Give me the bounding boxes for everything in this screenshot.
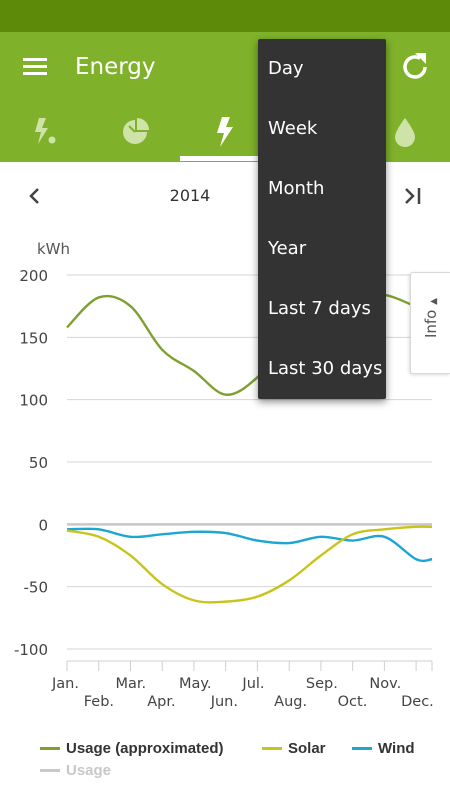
hamburger-menu-button[interactable] (16, 52, 54, 82)
pie-chart-icon (123, 118, 149, 144)
x-tick-label: Oct. (338, 694, 368, 710)
legend-swatch (352, 747, 372, 750)
legend-label: Usage (66, 762, 112, 779)
chevron-left-icon (29, 188, 39, 204)
series-line-solar (66, 525, 433, 604)
tab-lightning[interactable] (180, 102, 270, 162)
info-tab[interactable]: Info ▲ (410, 272, 450, 374)
x-tick-label: Aug. (274, 694, 307, 710)
series-line-wind (66, 527, 433, 563)
menu-item-last-30-days[interactable]: Last 30 days (268, 358, 383, 379)
tab-pie-chart[interactable] (90, 102, 180, 162)
y-tick-label: 200 (19, 267, 48, 285)
y-tick-label: 0 (38, 516, 48, 534)
lightning-icon (217, 117, 233, 147)
refresh-icon (403, 53, 427, 79)
power-usage-icon (35, 118, 56, 144)
legend-swatch (262, 747, 282, 750)
period-dropdown-menu: Day Week Month Year Last 7 days Last 30 … (258, 39, 386, 399)
x-tick-label: Apr. (147, 694, 175, 710)
tab-power-usage[interactable] (0, 102, 90, 162)
x-tick-label: Dec. (401, 694, 434, 710)
tab-water[interactable] (360, 102, 450, 162)
legend-label: Wind (378, 740, 415, 757)
status-bar (0, 0, 450, 32)
y-tick-label: 100 (19, 392, 48, 410)
legend-swatch (40, 769, 60, 772)
menu-item-month[interactable]: Month (268, 178, 325, 199)
x-tick-label: Mar. (115, 676, 146, 692)
y-axis-label: kWh (37, 240, 70, 258)
triangle-up-icon: ▲ (429, 297, 439, 305)
menu-item-week[interactable]: Week (268, 118, 318, 139)
info-label-text: Info (422, 309, 440, 339)
x-tick-label: Nov. (369, 676, 401, 692)
y-tick-label: -50 (24, 579, 49, 597)
refresh-button[interactable] (398, 50, 432, 84)
x-tick-label: Jul. (241, 676, 264, 692)
last-period-button[interactable] (398, 183, 428, 209)
x-tick-label: Jan. (51, 676, 79, 692)
previous-period-button[interactable] (22, 183, 48, 209)
x-tick-label: May. (179, 676, 212, 692)
selected-tab-indicator (180, 156, 270, 161)
legend-label: Solar (288, 740, 326, 757)
x-tick-label: Feb. (84, 694, 114, 710)
x-tick-label: Sep. (306, 676, 338, 692)
info-tab-label: Info ▲ (422, 290, 440, 346)
menu-item-day[interactable]: Day (268, 58, 304, 79)
skip-to-end-icon (405, 188, 421, 204)
menu-item-year[interactable]: Year (268, 238, 307, 259)
legend-item-solar: Solar (262, 740, 326, 757)
energy-chart: kWh 200 150 100 50 0 -50 -100 Jan. Feb.Mar.Apr.Ma… (14, 240, 434, 710)
x-tick-label: Jun. (210, 694, 238, 710)
menu-item-last-7-days[interactable]: Last 7 days (268, 298, 371, 319)
legend-label: Usage (approximated) (66, 740, 224, 757)
app-title: Energy (75, 54, 156, 80)
y-tick-label: 50 (29, 454, 48, 472)
water-drop-icon (395, 118, 415, 147)
legend-item-wind: Wind (352, 740, 415, 757)
legend-swatch (40, 747, 60, 750)
period-label: 2014 (169, 186, 211, 205)
legend-item-usage: Usage (40, 762, 111, 779)
hamburger-icon (23, 58, 47, 75)
y-tick-label: 150 (19, 329, 48, 347)
y-tick-label: -100 (14, 641, 48, 659)
legend-item-usage-approximated: Usage (approximated) (40, 740, 224, 757)
